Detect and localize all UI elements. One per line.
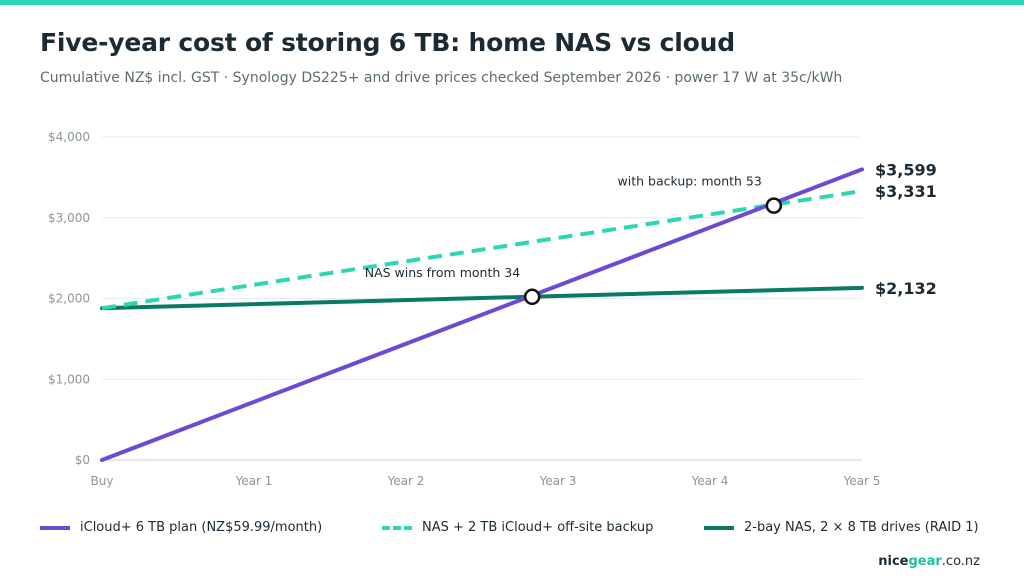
y-axis-ticks: $0 $1,000 $2,000 $3,000 $4,000 [48, 130, 90, 467]
top-accent-bar [0, 0, 1024, 5]
y-tick-label: $1,000 [48, 372, 90, 386]
y-tick-label: $4,000 [48, 130, 90, 144]
brand-logo: nicegear.co.nz [878, 554, 980, 569]
annotation-label: NAS wins from month 34 [365, 265, 520, 280]
legend-item-nas-backup: NAS + 2 TB iCloud+ off-site backup [382, 520, 653, 535]
end-value-label: $2,132 [875, 279, 937, 298]
x-tick-label: Year 1 [235, 474, 273, 488]
legend-item-icloud: iCloud+ 6 TB plan (NZ$59.99/month) [40, 520, 322, 535]
x-axis-ticks: Buy Year 1 Year 2 Year 3 Year 4 Year 5 [91, 474, 881, 488]
crossover-markers [523, 197, 783, 306]
series-line [100, 285, 864, 311]
end-value-labels: $3,599 $3,331 $2,132 [875, 160, 937, 297]
y-tick-label: $2,000 [48, 292, 90, 306]
x-tick-label: Year 4 [691, 474, 729, 488]
legend-label-nas-backup: NAS + 2 TB iCloud+ off-site backup [422, 520, 654, 535]
y-tick-label: $0 [75, 453, 90, 467]
legend-label-nas: 2-bay NAS, 2 × 8 TB drives (RAID 1) [744, 520, 979, 535]
line-chart: $0 $1,000 $2,000 $3,000 $4,000 Buy Year 1 Year… [48, 130, 937, 488]
legend-swatch-nas-backup [382, 525, 412, 530]
legend: iCloud+ 6 TB plan (NZ$59.99/month) NAS +… [0, 520, 1024, 544]
annotation-label: with backup: month 53 [618, 174, 762, 189]
legend-swatch-nas [704, 525, 734, 530]
x-tick-label: Buy [91, 474, 114, 488]
annotations: NAS wins from month 34 with backup: month… [365, 174, 762, 280]
chart-subtitle: Cumulative NZ$ incl. GST · Synology DS22… [40, 70, 843, 86]
series-line [100, 167, 864, 462]
series-line [101, 189, 863, 311]
end-value-label: $3,599 [875, 160, 937, 179]
legend-label-icloud: iCloud+ 6 TB plan (NZ$59.99/month) [80, 520, 323, 535]
y-tick-label: $3,000 [48, 211, 90, 225]
end-value-label: $3,331 [875, 182, 937, 201]
legend-item-nas: 2-bay NAS, 2 × 8 TB drives (RAID 1) [704, 520, 979, 535]
crossover-marker [765, 197, 783, 214]
crossover-marker [523, 288, 541, 306]
legend-swatch-icloud [40, 525, 70, 530]
x-tick-label: Year 2 [387, 474, 425, 488]
chart-title: Five-year cost of storing 6 TB: home NAS… [40, 28, 735, 57]
x-tick-label: Year 5 [843, 474, 881, 488]
x-tick-label: Year 3 [539, 474, 577, 488]
series-lines [100, 167, 864, 462]
